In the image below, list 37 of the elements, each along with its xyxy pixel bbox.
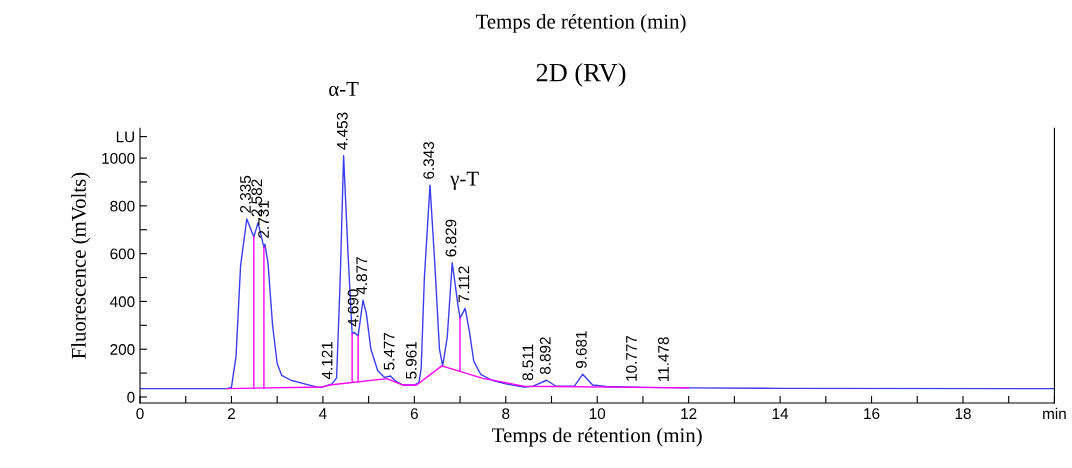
x-tick-label: 6 [410,408,418,420]
y-tick-label: LU [116,131,134,143]
annotation: γ-T [450,171,479,190]
x-tick-label: 12 [681,408,697,419]
x-tick-label: 4 [318,408,327,419]
y-tick-label: 0 [127,391,135,403]
x-axis-title: Temps de rétention (min) [492,427,702,447]
y-tick-label: 400 [110,296,135,308]
y-tick-label: 600 [110,248,135,260]
x-tick-label: 10 [589,408,606,420]
y-axis-title: Fluorescence (mVolts) [71,172,91,359]
annotation: 4.453 [336,112,348,150]
x-tick-label: 2 [227,408,235,419]
x-tick-label: 8 [502,408,510,420]
annotation: 6.343 [423,141,435,179]
x-tick-label: min [1043,407,1066,419]
x-tick-label: 18 [955,408,971,420]
annotation: 11.478 [658,337,669,381]
x-tick-label: 14 [772,408,789,419]
annotation: α-T [329,82,359,96]
y-tick-label: 1000 [102,152,135,164]
annotation: 4.121 [321,341,333,380]
x-tick-label: 0 [136,408,144,420]
annotation: 8.892 [539,337,551,375]
annotation: 7.112 [458,266,470,303]
y-tick-label: 200 [110,344,135,355]
annotation: 9.681 [575,331,587,369]
y-tick-label: 800 [110,200,135,212]
annotation: 8.511 [522,344,534,381]
annotation: 5.961 [405,341,417,379]
text: Temps de rétention (min) [475,13,686,33]
annotation: 6.829 [445,219,457,257]
annotation: 2.335 [240,175,251,213]
chart-title: 2D (RV) [536,62,626,87]
annotation: 10.777 [626,335,637,381]
annotation: 5.477 [383,332,395,370]
x-tick-label: 16 [864,408,880,420]
